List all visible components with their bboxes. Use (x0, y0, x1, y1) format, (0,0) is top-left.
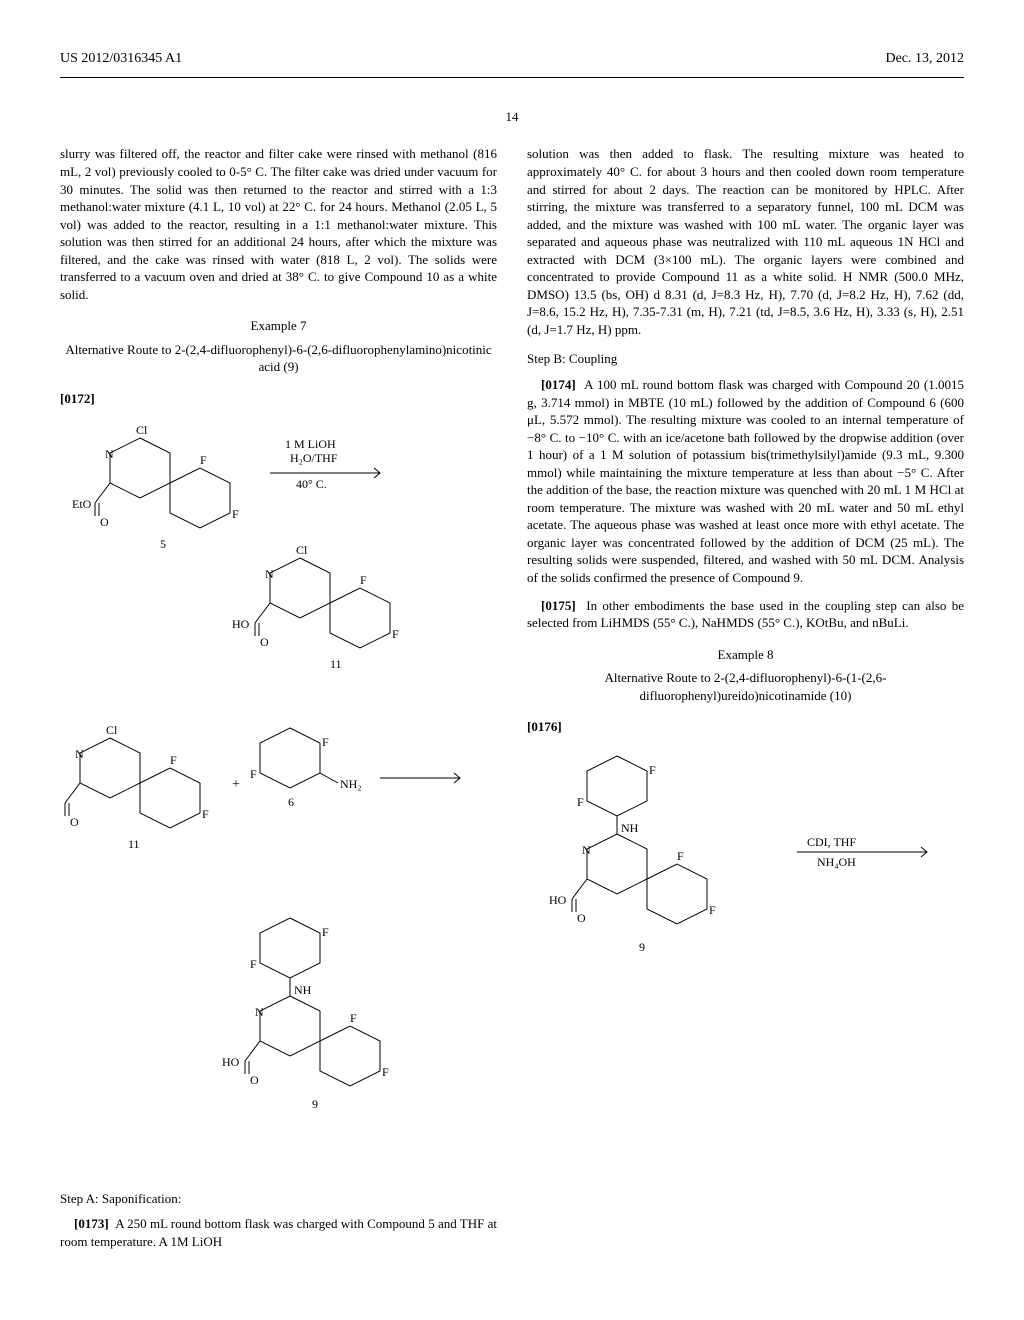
svg-text:+: + (232, 777, 240, 792)
right-p1: solution was then added to flask. The re… (527, 145, 964, 338)
svg-text:5: 5 (160, 537, 166, 551)
svg-text:F: F (232, 507, 239, 521)
svg-text:Cl: Cl (296, 543, 308, 557)
scheme-svg-ex8: F F NH N F F HO O 9 (527, 746, 947, 986)
para-0172: [0172] (60, 390, 497, 408)
svg-text:HO: HO (232, 617, 250, 631)
svg-text:NH: NH (621, 821, 639, 835)
svg-text:HO: HO (222, 1055, 240, 1069)
para-0174-num: [0174] (541, 377, 576, 392)
svg-text:O: O (250, 1073, 259, 1087)
step-a-title: Step A: Saponification: (60, 1190, 497, 1208)
svg-text:11: 11 (128, 837, 140, 851)
svg-text:6: 6 (288, 795, 294, 809)
para-0173: [0173] A 250 mL round bottom flask was c… (60, 1215, 497, 1250)
svg-text:HO: HO (549, 893, 567, 907)
scheme-example-8: F F NH N F F HO O 9 (527, 746, 964, 986)
svg-text:F: F (677, 849, 684, 863)
svg-text:F: F (577, 795, 584, 809)
para-0173-num: [0173] (74, 1216, 109, 1231)
svg-text:F: F (649, 763, 656, 777)
example-8-title: Alternative Route to 2-(2,4-difluorophen… (527, 669, 964, 704)
para-0173-text: A 250 mL round bottom flask was charged … (60, 1216, 497, 1249)
svg-text:O: O (260, 635, 269, 649)
svg-text:F: F (250, 957, 257, 971)
right-column: solution was then added to flask. The re… (527, 145, 964, 1260)
two-column-layout: slurry was filtered off, the reactor and… (60, 145, 964, 1260)
step-b-title: Step B: Coupling (527, 350, 964, 368)
example-8-label: Example 8 (527, 646, 964, 664)
page-number: 14 (60, 108, 964, 126)
svg-text:O: O (100, 515, 109, 529)
svg-text:F: F (250, 767, 257, 781)
svg-text:NH₂: NH₂ (340, 777, 362, 791)
svg-text:F: F (200, 453, 207, 467)
example-7-label: Example 7 (60, 317, 497, 335)
scheme-svg-ex7: N Cl F F EtO O 5 (60, 418, 480, 1178)
para-0176: [0176] (527, 718, 964, 736)
svg-text:CDI, THF: CDI, THF (807, 835, 856, 849)
para-0175-text: In other embodiments the base used in th… (527, 598, 964, 631)
svg-text:NH₄OH: NH₄OH (817, 855, 856, 869)
svg-text:EtO: EtO (72, 497, 92, 511)
para-0175-num: [0175] (541, 598, 576, 613)
para-0174: [0174] A 100 mL round bottom flask was c… (527, 376, 964, 587)
svg-text:N: N (265, 567, 274, 581)
svg-text:O: O (577, 911, 586, 925)
svg-text:Cl: Cl (136, 423, 148, 437)
scheme-example-7: N Cl F F EtO O 5 (60, 418, 497, 1178)
svg-text:11: 11 (330, 657, 342, 671)
para-0172-num: [0172] (60, 391, 95, 406)
left-p1: slurry was filtered off, the reactor and… (60, 145, 497, 303)
svg-text:NH: NH (294, 983, 312, 997)
svg-text:F: F (392, 627, 399, 641)
para-0175: [0175] In other embodiments the base use… (527, 597, 964, 632)
svg-text:40° C.: 40° C. (296, 477, 327, 491)
svg-text:9: 9 (312, 1097, 318, 1111)
svg-text:N: N (255, 1005, 264, 1019)
example-7-title: Alternative Route to 2-(2,4-difluorophen… (60, 341, 497, 376)
svg-text:F: F (360, 573, 367, 587)
header-left: US 2012/0316345 A1 (60, 50, 182, 69)
para-0174-text: A 100 mL round bottom flask was charged … (527, 377, 964, 585)
svg-text:F: F (382, 1065, 389, 1079)
svg-text:N: N (582, 843, 591, 857)
header-right: Dec. 13, 2012 (885, 50, 964, 69)
svg-text:1 M LiOH: 1 M LiOH (285, 437, 336, 451)
svg-text:F: F (322, 925, 329, 939)
svg-text:F: F (709, 903, 716, 917)
svg-text:F: F (322, 735, 329, 749)
svg-text:Cl: Cl (106, 723, 118, 737)
para-0176-num: [0176] (527, 719, 562, 734)
page-header: US 2012/0316345 A1 Dec. 13, 2012 (60, 50, 964, 69)
left-column: slurry was filtered off, the reactor and… (60, 145, 497, 1260)
svg-text:N: N (105, 447, 114, 461)
svg-text:F: F (170, 753, 177, 767)
svg-text:F: F (202, 807, 209, 821)
svg-text:F: F (350, 1011, 357, 1025)
svg-text:H₂O/THF: H₂O/THF (290, 451, 338, 465)
svg-text:N: N (75, 747, 84, 761)
header-rule (60, 77, 964, 78)
svg-text:9: 9 (639, 940, 645, 954)
svg-text:O: O (70, 815, 79, 829)
